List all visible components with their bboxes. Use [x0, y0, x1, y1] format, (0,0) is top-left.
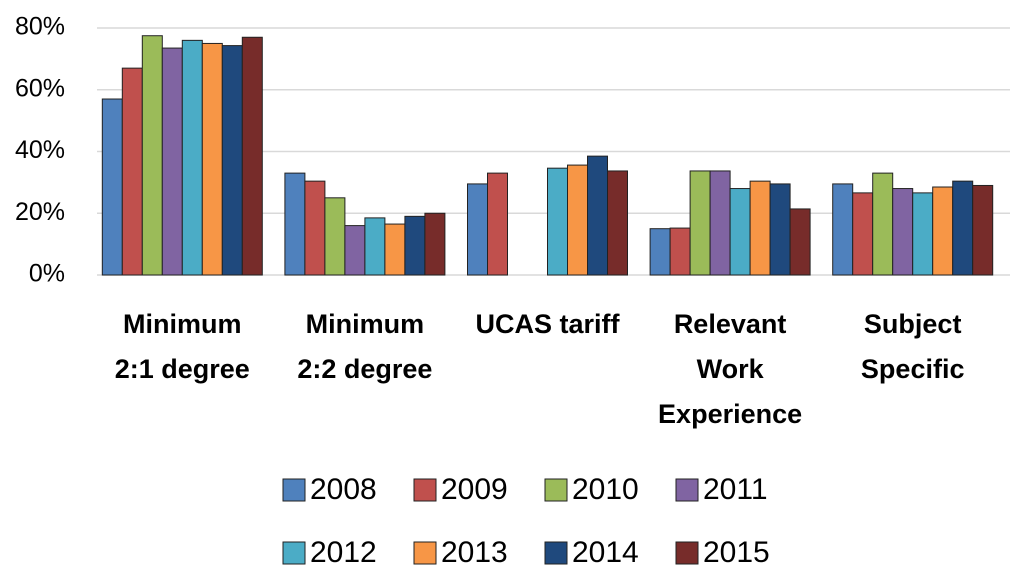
legend-label: 2011 — [703, 473, 768, 506]
bar — [141, 35, 163, 276]
bar — [284, 172, 306, 276]
y-tick-label: 80% — [15, 13, 65, 41]
bar — [221, 45, 243, 276]
legend-label: 2015 — [703, 536, 770, 569]
bar — [487, 172, 508, 276]
bar — [912, 192, 934, 276]
legend-label: 2009 — [441, 473, 508, 506]
legend-swatch — [413, 478, 437, 502]
bar — [832, 183, 854, 276]
x-tick-label: UCAS tariff — [475, 309, 620, 339]
bar — [101, 98, 123, 276]
bar — [932, 186, 954, 276]
legend-swatch — [675, 478, 699, 502]
bar — [547, 167, 568, 276]
bar — [952, 180, 974, 276]
bar — [669, 227, 691, 276]
bar — [344, 225, 366, 276]
x-tick-label: Relevant Work Experience — [658, 309, 802, 429]
bar — [161, 47, 183, 276]
bar — [567, 164, 588, 276]
bar — [709, 170, 731, 276]
bar — [241, 36, 263, 276]
legend-swatch — [413, 541, 437, 565]
y-tick-label: 20% — [15, 198, 65, 226]
bar — [404, 215, 426, 276]
bar — [384, 223, 406, 276]
legend-label: 2013 — [441, 536, 508, 569]
y-tick-label: 40% — [15, 136, 65, 164]
bar — [121, 67, 143, 276]
bar — [587, 155, 608, 276]
bar — [872, 172, 894, 276]
bar — [324, 197, 346, 276]
legend-swatch — [282, 478, 306, 502]
legend-label: 2012 — [310, 536, 377, 569]
legend-label: 2010 — [572, 473, 639, 506]
x-tick-label: Subject Specific — [861, 309, 965, 384]
bar — [364, 217, 386, 276]
bar — [201, 42, 223, 276]
legend-swatch — [544, 478, 568, 502]
legend-swatch — [544, 541, 568, 565]
legend-label: 2014 — [572, 536, 639, 569]
bar — [424, 212, 446, 276]
y-tick-label: 0% — [29, 260, 65, 288]
bar — [769, 183, 791, 276]
legend-swatch — [675, 541, 699, 565]
legend-swatch — [282, 541, 306, 565]
bar — [892, 188, 914, 276]
bar — [789, 208, 811, 276]
bar — [649, 228, 671, 276]
bar — [467, 183, 488, 276]
bar — [181, 39, 203, 276]
bar — [729, 188, 751, 276]
bar — [689, 170, 711, 276]
x-tick-label: Minimum 2:2 degree — [297, 309, 432, 384]
y-tick-label: 60% — [15, 74, 65, 102]
bar — [749, 180, 771, 276]
bar — [972, 184, 994, 276]
bar — [607, 170, 628, 276]
bar — [852, 192, 874, 276]
bar — [304, 180, 326, 276]
x-tick-label: Minimum 2:1 degree — [115, 309, 250, 384]
legend-label: 2008 — [310, 473, 377, 506]
